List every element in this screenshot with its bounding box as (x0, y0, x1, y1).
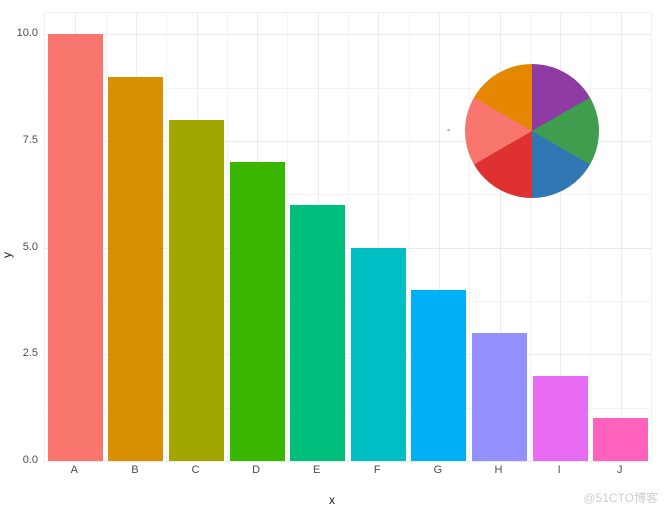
bar-H (472, 333, 527, 461)
bar-F (351, 248, 406, 461)
y-tick-labels: 0.02.55.07.510.0 (0, 12, 38, 460)
x-tick-label: G (434, 464, 443, 476)
gridline-h (45, 461, 651, 462)
gridline-v (621, 13, 622, 461)
gridline-v-minor (469, 13, 470, 461)
y-tick-label: 2.5 (8, 347, 38, 359)
bar-C (169, 120, 224, 461)
x-tick-label: D (252, 464, 260, 476)
bar-A (48, 34, 103, 461)
gridline-v-minor (166, 13, 167, 461)
gridline-v-minor (287, 13, 288, 461)
bar-B (108, 77, 163, 461)
gridline-v-minor (227, 13, 228, 461)
pie-inset (465, 64, 599, 198)
pie-legend-tick: - (447, 125, 450, 136)
gridline-v-minor (409, 13, 410, 461)
x-tick-label: E (313, 464, 320, 476)
y-tick-label: 0.0 (8, 454, 38, 466)
bar-I (533, 376, 588, 461)
bar-D (230, 162, 285, 461)
bar-G (411, 290, 466, 461)
y-tick-label: 10.0 (8, 27, 38, 39)
x-tick-label: J (617, 464, 623, 476)
bar-E (290, 205, 345, 461)
gridline-v-minor (348, 13, 349, 461)
plot-panel: - (44, 12, 652, 462)
watermark-text: @51CTO博客 (583, 489, 658, 506)
x-axis-title: x (329, 493, 335, 507)
gridline-v-minor (106, 13, 107, 461)
x-tick-label: C (192, 464, 200, 476)
x-tick-label: H (495, 464, 503, 476)
x-tick-label: F (374, 464, 381, 476)
y-tick-label: 5.0 (8, 241, 38, 253)
x-tick-label: I (558, 464, 561, 476)
bar-J (593, 418, 648, 461)
x-tick-label: A (71, 464, 78, 476)
y-tick-label: 7.5 (8, 134, 38, 146)
x-tick-labels: A B C D E F G H I J (44, 464, 650, 480)
chart-figure: y 0.02.55.07.510.0 - ABCDEFGHIJ x @51CTO… (0, 0, 664, 510)
x-tick-label: B (131, 464, 138, 476)
gridline-v-minor (590, 13, 591, 461)
